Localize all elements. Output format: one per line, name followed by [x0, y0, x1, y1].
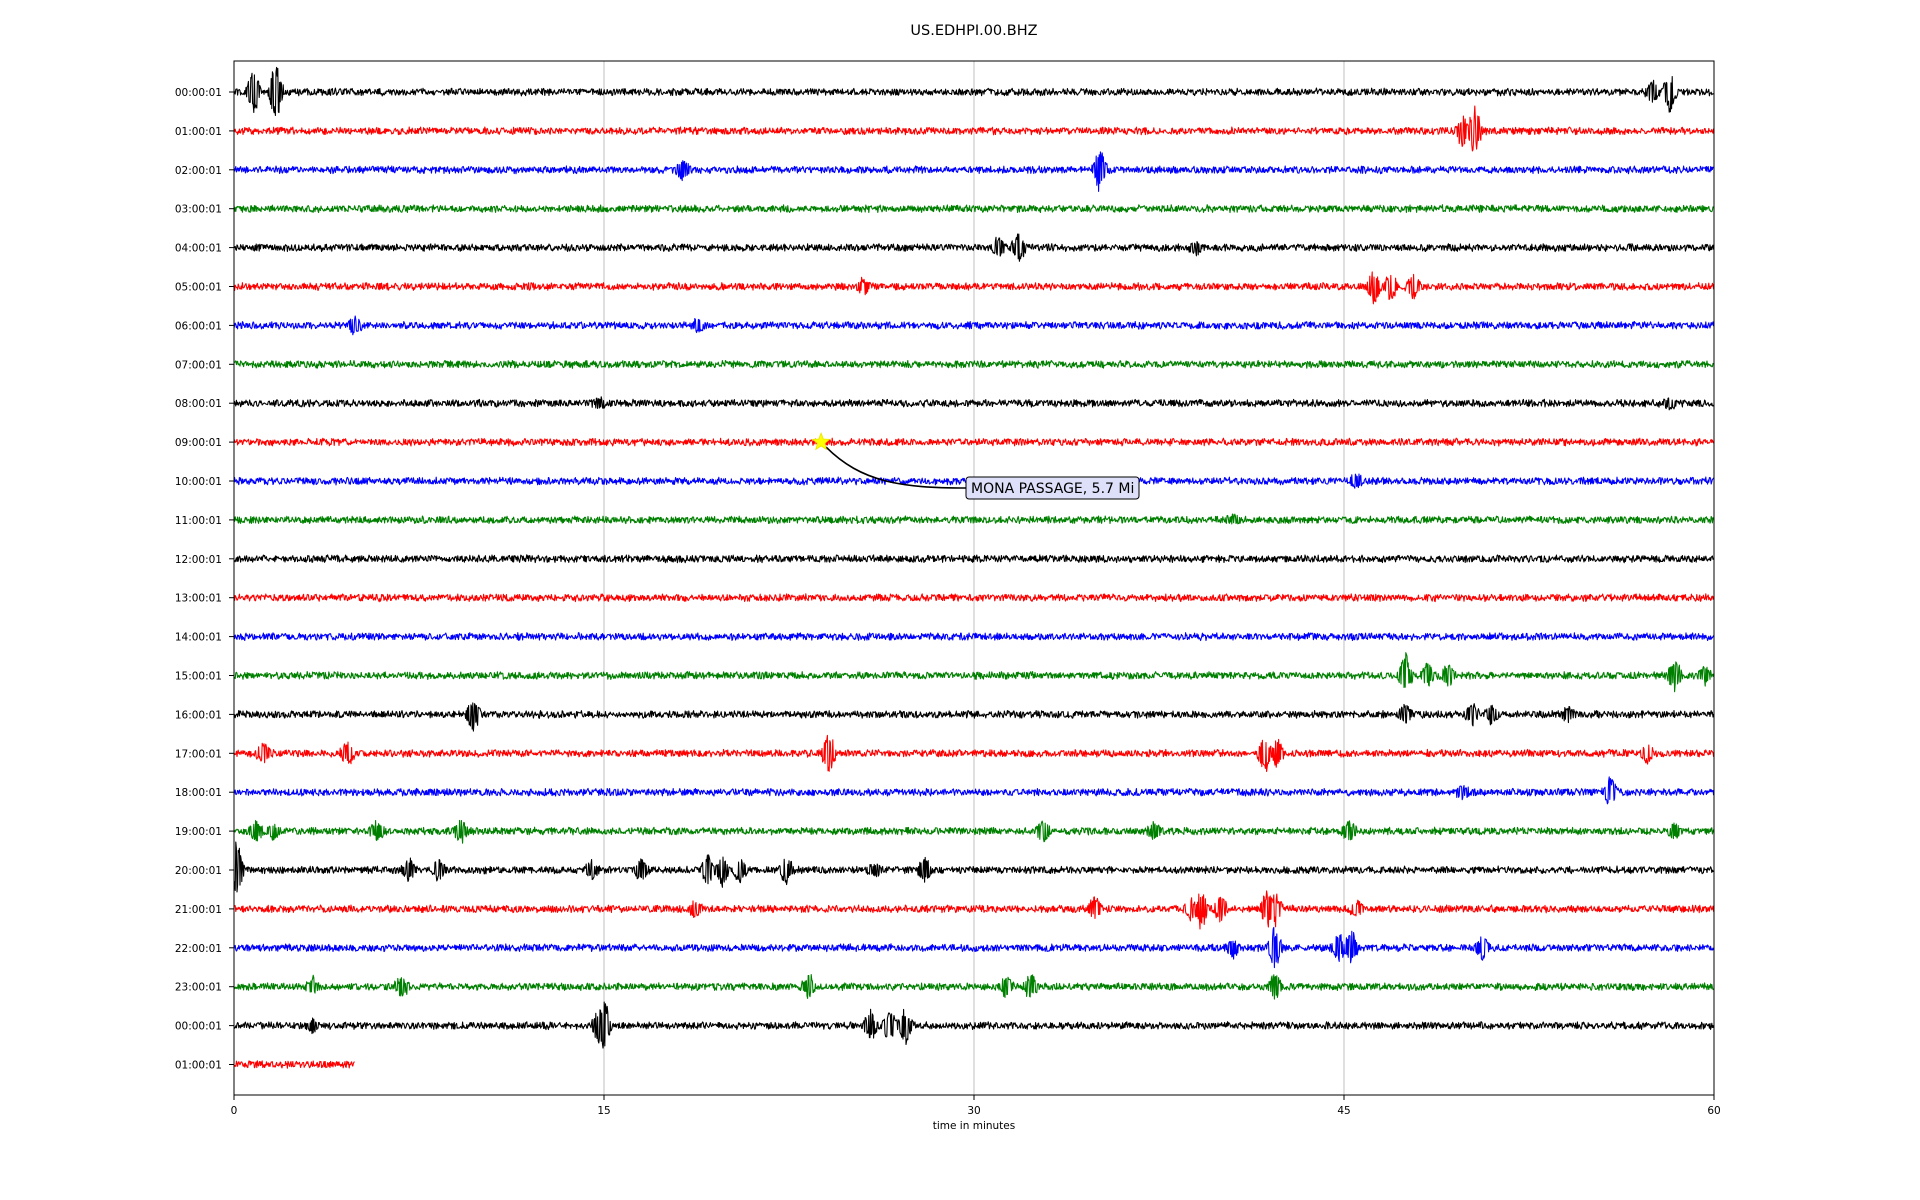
row-label-21: 21:00:01: [175, 904, 222, 916]
row-label-17: 17:00:01: [175, 748, 222, 760]
row-label-20: 20:00:01: [175, 865, 222, 877]
row-label-5: 05:00:01: [175, 282, 222, 294]
row-label-0: 00:00:01: [175, 87, 222, 99]
x-axis-label: time in minutes: [933, 1120, 1015, 1132]
trace-row-16: [233, 702, 1715, 732]
trace-row-14: [233, 632, 1715, 642]
annotation-arrow: [825, 446, 967, 489]
annotation-text: MONA PASSAGE, 5.7 Mi: [971, 481, 1134, 497]
plot-title: US.EDHPI.00.BHZ: [910, 23, 1037, 39]
row-label-3: 03:00:01: [175, 204, 222, 216]
row-label-22: 22:00:01: [175, 943, 222, 955]
trace-row-24: [233, 1001, 1715, 1049]
x-tick-label-0: 0: [231, 1105, 238, 1117]
trace-row-18: [233, 776, 1715, 805]
row-label-6: 06:00:01: [175, 320, 222, 332]
trace-row-8: [233, 396, 1715, 411]
trace-row-6: [233, 315, 1715, 336]
row-label-8: 08:00:01: [175, 398, 222, 410]
event-annotation: MONA PASSAGE, 5.7 Mi: [811, 431, 1140, 500]
trace-row-9: [233, 437, 1715, 447]
trace-row-20: [233, 841, 1715, 893]
row-label-24: 00:00:01: [175, 1021, 222, 1033]
row-label-13: 13:00:01: [175, 593, 222, 605]
trace-row-12: [233, 554, 1715, 564]
row-label-18: 18:00:01: [175, 787, 222, 799]
trace-row-21: [233, 890, 1715, 930]
row-label-15: 15:00:01: [175, 671, 222, 683]
trace-row-15: [234, 652, 1715, 693]
row-time-labels: 00:00:01 01:00:01 02:00:01 03:00:01 04:00:01…: [175, 87, 234, 1072]
trace-row-22: [233, 926, 1715, 969]
row-label-12: 12:00:01: [175, 554, 222, 566]
trace-row-19: [233, 819, 1715, 844]
x-tick-label-2: 30: [967, 1105, 980, 1117]
row-label-23: 23:00:01: [175, 982, 222, 994]
trace-row-17: [233, 734, 1715, 773]
row-label-10: 10:00:01: [175, 476, 222, 488]
trace-row-4: [233, 233, 1715, 262]
x-axis-ticks: 0 15 30 45 60: [231, 1095, 1721, 1117]
trace-row-25: [233, 1060, 355, 1069]
trace-row-7: [233, 359, 1715, 369]
trace-row-3: [233, 204, 1715, 214]
row-label-9: 09:00:01: [175, 437, 222, 449]
x-tick-label-4: 60: [1707, 1105, 1720, 1117]
grid-lines: [603, 61, 1345, 1095]
x-tick-label-3: 45: [1337, 1105, 1350, 1117]
row-label-14: 14:00:01: [175, 632, 222, 644]
event-star-marker: [811, 431, 831, 451]
x-tick-label-1: 15: [597, 1105, 610, 1117]
row-label-4: 04:00:01: [175, 243, 222, 255]
trace-row-1: [233, 105, 1715, 152]
row-label-11: 11:00:01: [175, 515, 222, 527]
row-label-1: 01:00:01: [175, 126, 222, 138]
trace-row-23: [233, 974, 1714, 1000]
annotation-box: [965, 476, 1140, 500]
row-label-16: 16:00:01: [175, 709, 222, 721]
row-label-19: 19:00:01: [175, 826, 222, 838]
trace-row-13: [233, 593, 1715, 603]
trace-row-11: [233, 513, 1715, 525]
row-label-7: 07:00:01: [175, 359, 222, 371]
trace-row-0: [233, 66, 1714, 117]
row-label-2: 02:00:01: [175, 165, 222, 177]
trace-row-5: [233, 271, 1715, 305]
row-label-25: 01:00:01: [175, 1060, 222, 1072]
trace-row-2: [233, 151, 1714, 192]
